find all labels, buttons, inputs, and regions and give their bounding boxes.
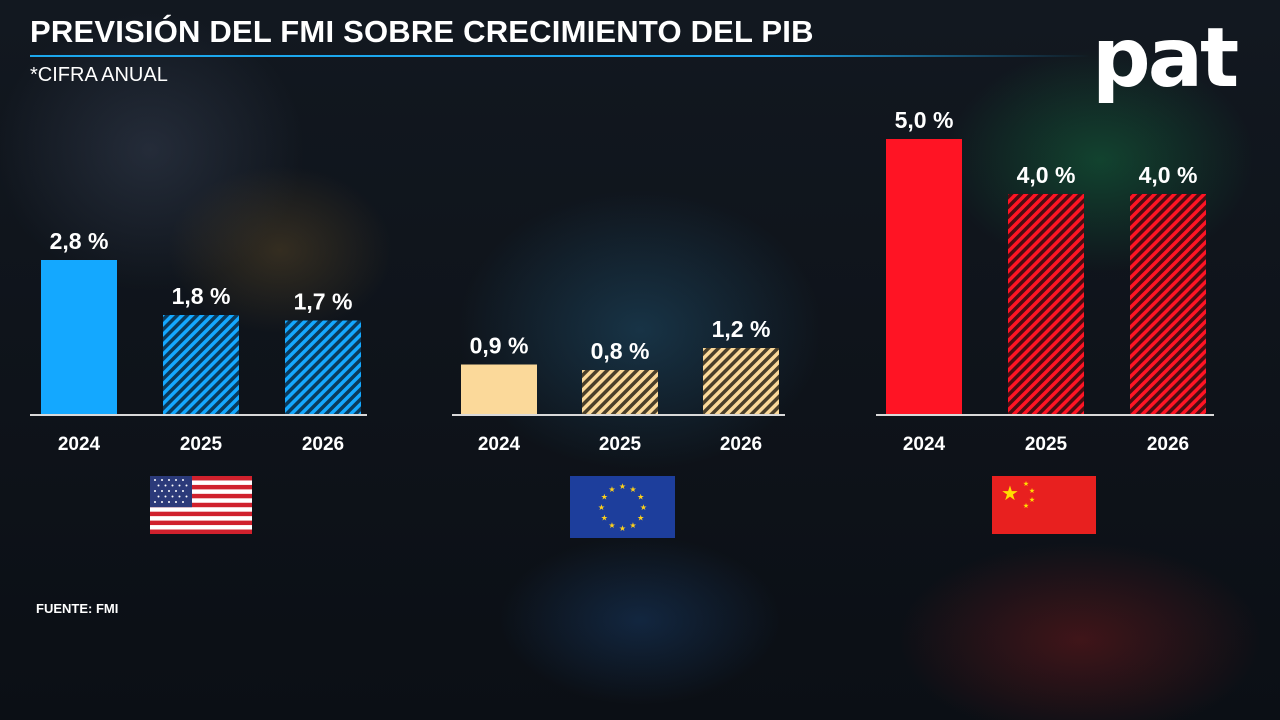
data-label: 1,7 % xyxy=(294,289,353,315)
bar-cn-2025 xyxy=(1008,194,1084,414)
x-tick-label: 2026 xyxy=(302,434,344,455)
bar-eu-2024 xyxy=(461,364,537,414)
bar-us-2024 xyxy=(41,260,117,414)
data-label: 5,0 % xyxy=(895,107,954,133)
source-note: FUENTE: FMI xyxy=(36,601,119,616)
data-label: 1,8 % xyxy=(172,283,231,309)
bar-eu-2025 xyxy=(582,370,658,414)
svg-text:★: ★ xyxy=(598,503,605,512)
bar-eu-2026 xyxy=(703,348,779,414)
svg-text:★: ★ xyxy=(637,493,644,502)
x-tick-label: 2024 xyxy=(903,434,946,455)
bar-cn-2026 xyxy=(1130,194,1206,414)
bar-us-2026 xyxy=(285,320,361,414)
svg-text:★: ★ xyxy=(1023,502,1029,510)
svg-text:★: ★ xyxy=(1001,481,1019,505)
pat-logo: pat xyxy=(1092,11,1239,106)
svg-text:★: ★ xyxy=(608,485,615,494)
svg-text:★: ★ xyxy=(1029,487,1035,495)
data-label: 0,9 % xyxy=(470,333,529,359)
svg-text:★: ★ xyxy=(640,503,647,512)
svg-text:★: ★ xyxy=(1023,480,1029,488)
x-tick-label: 2025 xyxy=(180,434,223,455)
data-label: 2,8 % xyxy=(50,228,109,254)
svg-text:★: ★ xyxy=(637,514,644,523)
data-label: 1,2 % xyxy=(712,316,771,342)
x-tick-label: 2025 xyxy=(599,434,642,455)
us-flag-icon xyxy=(150,476,252,534)
x-tick-label: 2026 xyxy=(1147,434,1189,455)
svg-text:★: ★ xyxy=(629,521,636,530)
svg-text:★: ★ xyxy=(601,514,608,523)
x-tick-label: 2025 xyxy=(1025,434,1068,455)
svg-text:★: ★ xyxy=(619,524,626,533)
svg-text:★: ★ xyxy=(619,482,626,491)
svg-text:★: ★ xyxy=(1029,496,1035,504)
bar-cn-2024 xyxy=(886,139,962,414)
data-label: 0,8 % xyxy=(591,338,650,364)
svg-text:★: ★ xyxy=(608,521,615,530)
cn-flag-icon: ★ ★ ★ ★ ★ xyxy=(992,476,1096,534)
svg-text:★: ★ xyxy=(629,485,636,494)
x-tick-label: 2024 xyxy=(58,434,101,455)
chart-subtitle: *CIFRA ANUAL xyxy=(30,64,168,86)
title-underline xyxy=(30,55,1090,57)
x-tick-label: 2026 xyxy=(720,434,762,455)
chart-title: PREVISIÓN DEL FMI SOBRE CRECIMIENTO DEL … xyxy=(30,14,814,49)
x-tick-label: 2024 xyxy=(478,434,521,455)
eu-flag-icon: ★ ★★★★★★★★★★★ xyxy=(570,476,675,538)
data-label: 4,0 % xyxy=(1139,162,1198,188)
data-label: 4,0 % xyxy=(1017,162,1076,188)
svg-text:★: ★ xyxy=(601,493,608,502)
bar-us-2025 xyxy=(163,315,239,414)
